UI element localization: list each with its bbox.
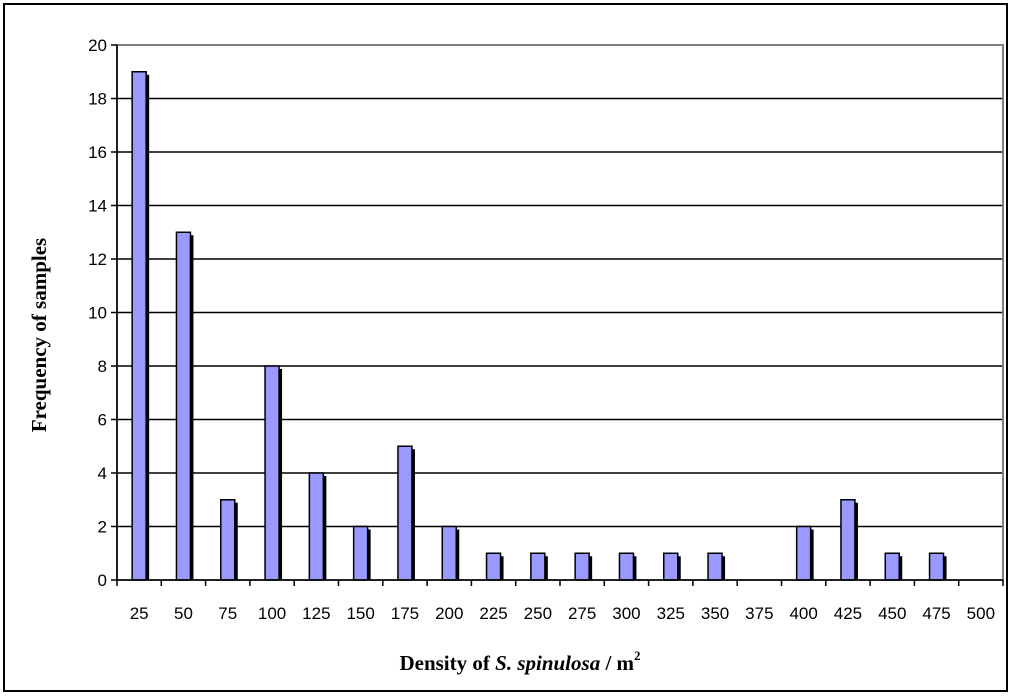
- bars: [131, 71, 947, 581]
- bar: [707, 552, 723, 581]
- x-tick-label: 425: [834, 604, 862, 623]
- x-tick-label: 400: [789, 604, 817, 623]
- bar: [795, 525, 812, 581]
- bar: [352, 525, 369, 581]
- x-tick-label: 75: [218, 604, 237, 623]
- bar: [618, 552, 635, 581]
- bar: [663, 552, 679, 581]
- bar: [264, 365, 280, 581]
- y-axis-ticks: 0 2 4 6 8 10 12 14 16 18 20: [88, 36, 117, 590]
- gridlines: [117, 97, 1003, 528]
- x-tick-label: 500: [967, 604, 995, 623]
- x-tick-label: 350: [701, 604, 729, 623]
- y-tick-label: 20: [88, 36, 107, 55]
- bar: [175, 231, 192, 581]
- bar: [397, 445, 413, 581]
- x-axis-ticks: 25 50 75 100 125 150 175 200 225 250 275 300 325 350 3…: [116, 580, 1004, 623]
- x-tick-label: 25: [130, 604, 149, 623]
- bar: [530, 552, 546, 581]
- x-tick-label: 450: [878, 604, 906, 623]
- y-axis-title: Frequency of samples: [27, 238, 51, 432]
- bar: [485, 552, 502, 581]
- x-axis-title-species: S. spinulosa: [495, 651, 600, 675]
- bar: [131, 71, 147, 581]
- y-tick-label: 12: [88, 250, 107, 269]
- x-tick-label: 275: [568, 604, 596, 623]
- bar: [574, 552, 590, 581]
- y-tick-label: 14: [88, 197, 107, 216]
- x-axis-title-unit: / m: [600, 651, 634, 675]
- bar: [840, 499, 856, 581]
- y-tick-label: 16: [88, 143, 107, 162]
- x-axis-title-prefix: Density of: [399, 651, 495, 675]
- bar: [441, 525, 457, 581]
- y-tick-label: 10: [88, 304, 107, 323]
- x-tick-label: 50: [174, 604, 193, 623]
- y-tick-label: 0: [98, 571, 107, 590]
- y-tick-label: 18: [88, 90, 107, 109]
- x-tick-label: 150: [346, 604, 374, 623]
- bar: [928, 552, 945, 581]
- x-tick-label: 225: [479, 604, 507, 623]
- x-tick-label: 125: [302, 604, 330, 623]
- x-tick-label: 250: [524, 604, 552, 623]
- bar: [308, 472, 325, 581]
- x-tick-label: 475: [922, 604, 950, 623]
- y-tick-label: 6: [98, 411, 107, 430]
- x-tick-label: 300: [612, 604, 640, 623]
- bar: [884, 552, 900, 581]
- bar: [220, 499, 236, 581]
- x-axis-title: Density of S. spinulosa / m2: [399, 648, 640, 675]
- y-tick-label: 4: [98, 464, 107, 483]
- x-tick-label: 375: [745, 604, 773, 623]
- x-tick-label: 325: [657, 604, 685, 623]
- x-axis-title-exponent: 2: [634, 648, 641, 663]
- x-tick-label: 100: [258, 604, 286, 623]
- x-tick-label: 175: [391, 604, 419, 623]
- y-tick-label: 8: [98, 357, 107, 376]
- y-tick-label: 2: [98, 518, 107, 537]
- x-tick-label: 200: [435, 604, 463, 623]
